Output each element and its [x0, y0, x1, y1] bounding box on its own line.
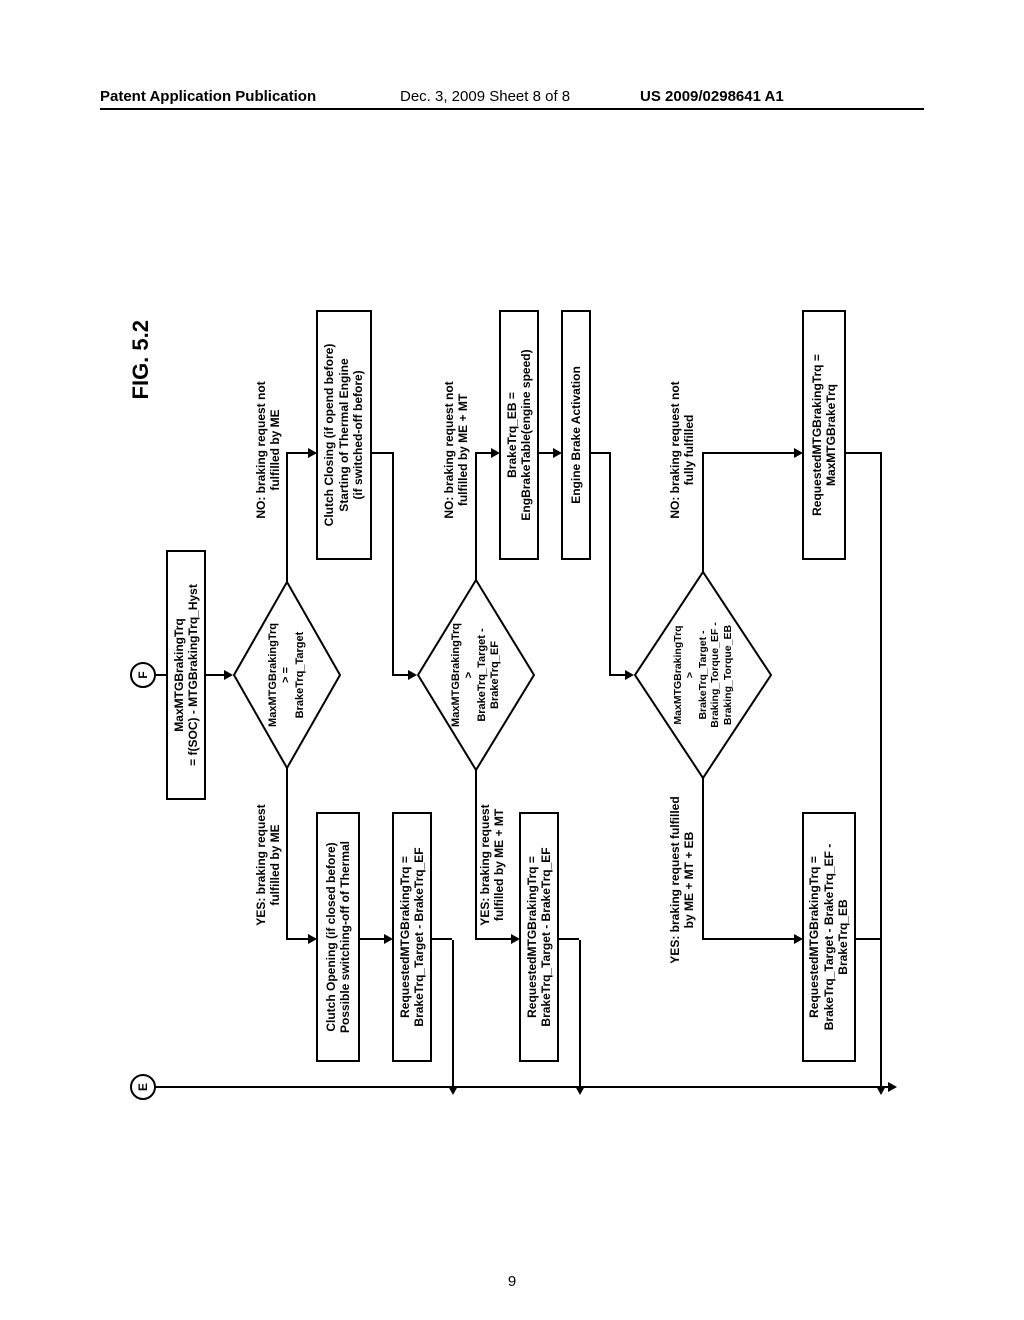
- box-d1-yes-1: Clutch Opening (if closed before) Possib…: [316, 812, 360, 1062]
- header-rule: [100, 108, 924, 110]
- header-right: US 2009/0298641 A1: [640, 88, 784, 105]
- arrow: [579, 940, 581, 1088]
- box-d2-no-1: BrakeTrq_EB = EngBrakeTable(engine speed…: [499, 310, 539, 560]
- connector-f: F: [130, 662, 156, 688]
- arrowhead-left-icon: [575, 1086, 585, 1095]
- header-left: Patent Application Publication: [100, 88, 316, 105]
- arrow: [475, 452, 477, 580]
- arrow: [880, 452, 882, 1088]
- label-d3-no: NO: braking request not fully fulfilled: [668, 350, 697, 550]
- label-d3-yes: YES: braking request fulfilled by ME + M…: [668, 780, 697, 980]
- arrow: [156, 674, 166, 676]
- arrow: [702, 452, 798, 454]
- flowchart-wrap: FIG. 5.2 F E MaxMTGBrakingTrq = f(SOC) -…: [120, 260, 904, 1120]
- arrow: [856, 938, 880, 940]
- arrow: [702, 778, 704, 940]
- arrow: [591, 452, 609, 454]
- page-number: 9: [0, 1273, 1024, 1290]
- label-d2-yes: YES: braking request fulfilled by ME + M…: [478, 780, 507, 950]
- arrow: [702, 452, 704, 572]
- box-d1-no: Clutch Closing (if opend before) Startin…: [316, 310, 372, 560]
- label-d1-yes: YES: braking request fulfilled by ME: [254, 780, 283, 950]
- label-d1-no: NO: braking request not fulfilled by ME: [254, 350, 283, 550]
- decision-d3: MaxMTGBrakingTrq > BrakeTrq_Target - Bra…: [633, 570, 773, 780]
- flowchart: FIG. 5.2 F E MaxMTGBrakingTrq = f(SOC) -…: [120, 260, 904, 1120]
- arrow: [286, 768, 288, 940]
- arrow: [475, 770, 477, 940]
- figure-label: FIG. 5.2: [128, 320, 154, 399]
- box-d1-yes-2: RequestedMTGBrakingTrq = BrakeTrq_Target…: [392, 812, 432, 1062]
- arrowhead-down-icon: [888, 1082, 897, 1092]
- arrow: [452, 940, 454, 1088]
- label-d2-no: NO: braking request not fulfilled by ME …: [442, 350, 471, 550]
- arrow: [702, 938, 798, 940]
- page: Patent Application Publication Dec. 3, 2…: [0, 0, 1024, 1320]
- arrow: [372, 452, 392, 454]
- arrow: [559, 938, 579, 940]
- arrow: [392, 452, 394, 676]
- box-d3-yes: RequestedMTGBrakingTrq = BrakeTrq_Target…: [802, 812, 856, 1062]
- arrow: [286, 452, 288, 582]
- box-d3-no: RequestedMTGBrakingTrq = MaxMTGBrakeTrq: [802, 310, 846, 560]
- arrow: [609, 452, 611, 676]
- arrowhead-left-icon: [448, 1086, 458, 1095]
- arrow: [846, 452, 880, 454]
- connector-e: E: [130, 1074, 156, 1100]
- decision-d2: MaxMTGBrakingTrq > BrakeTrq_Target - Bra…: [416, 578, 536, 772]
- bus-line: [156, 1086, 892, 1088]
- decision-d1: MaxMTGBrakingTrq > = BrakeTrq_Target: [232, 580, 342, 770]
- header-mid: Dec. 3, 2009 Sheet 8 of 8: [400, 88, 570, 105]
- box-d2-yes: RequestedMTGBrakingTrq = BrakeTrq_Target…: [519, 812, 559, 1062]
- arrow: [432, 938, 452, 940]
- box-d2-no-2: Engine Brake Activation: [561, 310, 591, 560]
- box-maxmtg: MaxMTGBrakingTrq = f(SOC) - MTGBrakingTr…: [166, 550, 206, 800]
